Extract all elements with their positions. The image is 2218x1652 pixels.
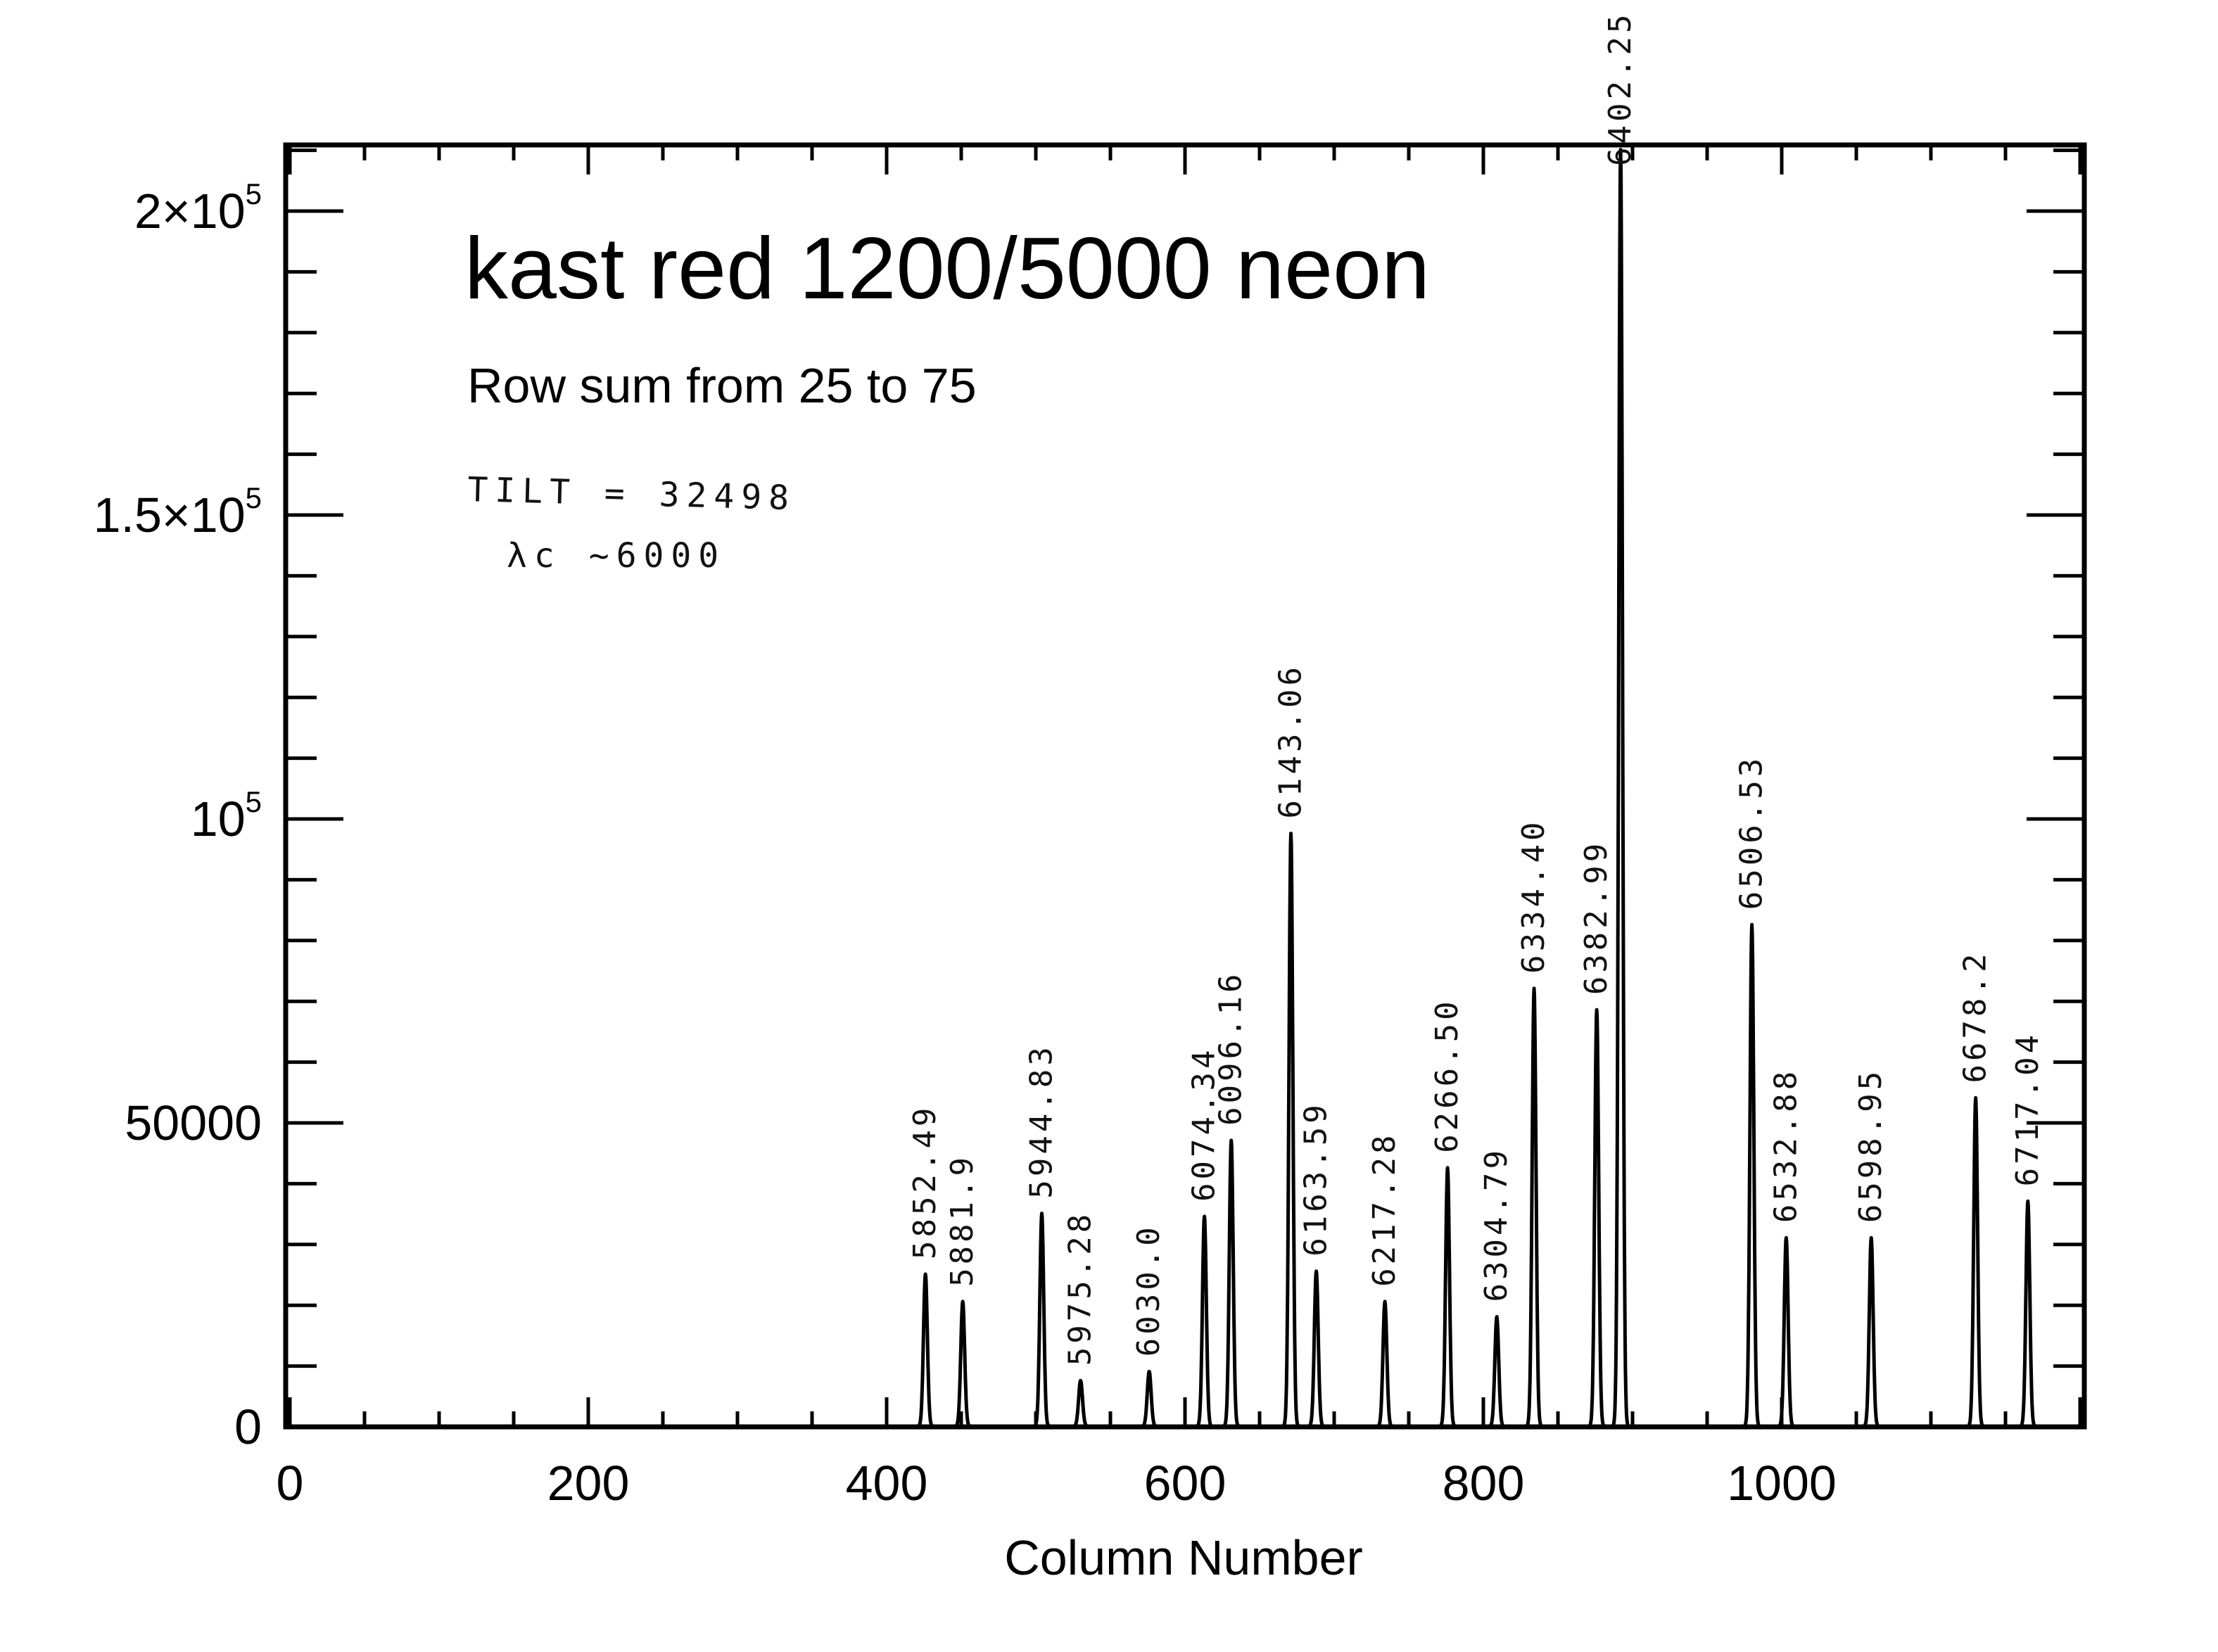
peak-label: 6402.25 [1602, 11, 1638, 166]
chart-title: kast red 1200/5000 neon [464, 220, 1430, 317]
x-tick-label: 600 [1144, 1456, 1227, 1511]
peak-label: 5852.49 [907, 1105, 943, 1259]
peak-label: 6334.40 [1516, 818, 1552, 973]
y-tick-label: 50000 [125, 1095, 262, 1150]
plot-frame [283, 142, 2087, 1430]
peak-label: 6598.95 [1853, 1068, 1889, 1223]
y-tick-labels: 0 50000 105 1.5×105 2×105 [94, 177, 262, 1454]
peak-label: 6143.06 [1273, 663, 1309, 818]
x-tick-label: 0 [277, 1456, 304, 1511]
x-tick-label: 400 [846, 1456, 928, 1511]
x-tick-label: 200 [547, 1456, 630, 1511]
x-tick-label: 800 [1443, 1456, 1525, 1511]
peak-label: 6304.79 [1478, 1147, 1514, 1302]
annotation-tilt: TILT = 32498 [467, 470, 797, 518]
peak-label: 6266.50 [1429, 998, 1465, 1152]
peak-label: 6717.04 [2010, 1031, 2046, 1186]
peak-label: 6678.2 [1958, 950, 1994, 1083]
peak-label: 6506.53 [1734, 755, 1770, 910]
annotation-lambda: λc ~6000 [507, 536, 725, 576]
peak-label: 6382.99 [1578, 840, 1614, 995]
axis-ticks [286, 145, 2084, 1429]
x-axis-label: Column Number [1004, 1530, 1363, 1585]
x-tick-labels: 0 200 400 600 800 1000 [277, 1456, 1837, 1511]
peak-label: 5944.83 [1023, 1043, 1059, 1198]
x-tick-label: 1000 [1727, 1456, 1837, 1511]
peak-label: 6074.34 [1186, 1046, 1222, 1201]
peak-label: 6532.88 [1768, 1068, 1804, 1223]
peak-label: 6163.59 [1298, 1101, 1334, 1256]
peak-label: 6030.0 [1131, 1224, 1167, 1356]
y-tick-label: 0 [234, 1399, 262, 1454]
y-tick-label: 2×105 [134, 177, 262, 239]
chart-subtitle: Row sum from 25 to 75 [467, 358, 977, 413]
peak-label: 5881.9 [944, 1154, 980, 1287]
peak-label: 6217.28 [1367, 1131, 1402, 1286]
peak-label: 6096.16 [1213, 970, 1249, 1125]
peak-label: 5975.28 [1063, 1211, 1098, 1366]
y-tick-label: 1.5×105 [94, 481, 262, 542]
spectrum-line [289, 148, 2081, 1428]
y-tick-label: 105 [191, 785, 262, 846]
